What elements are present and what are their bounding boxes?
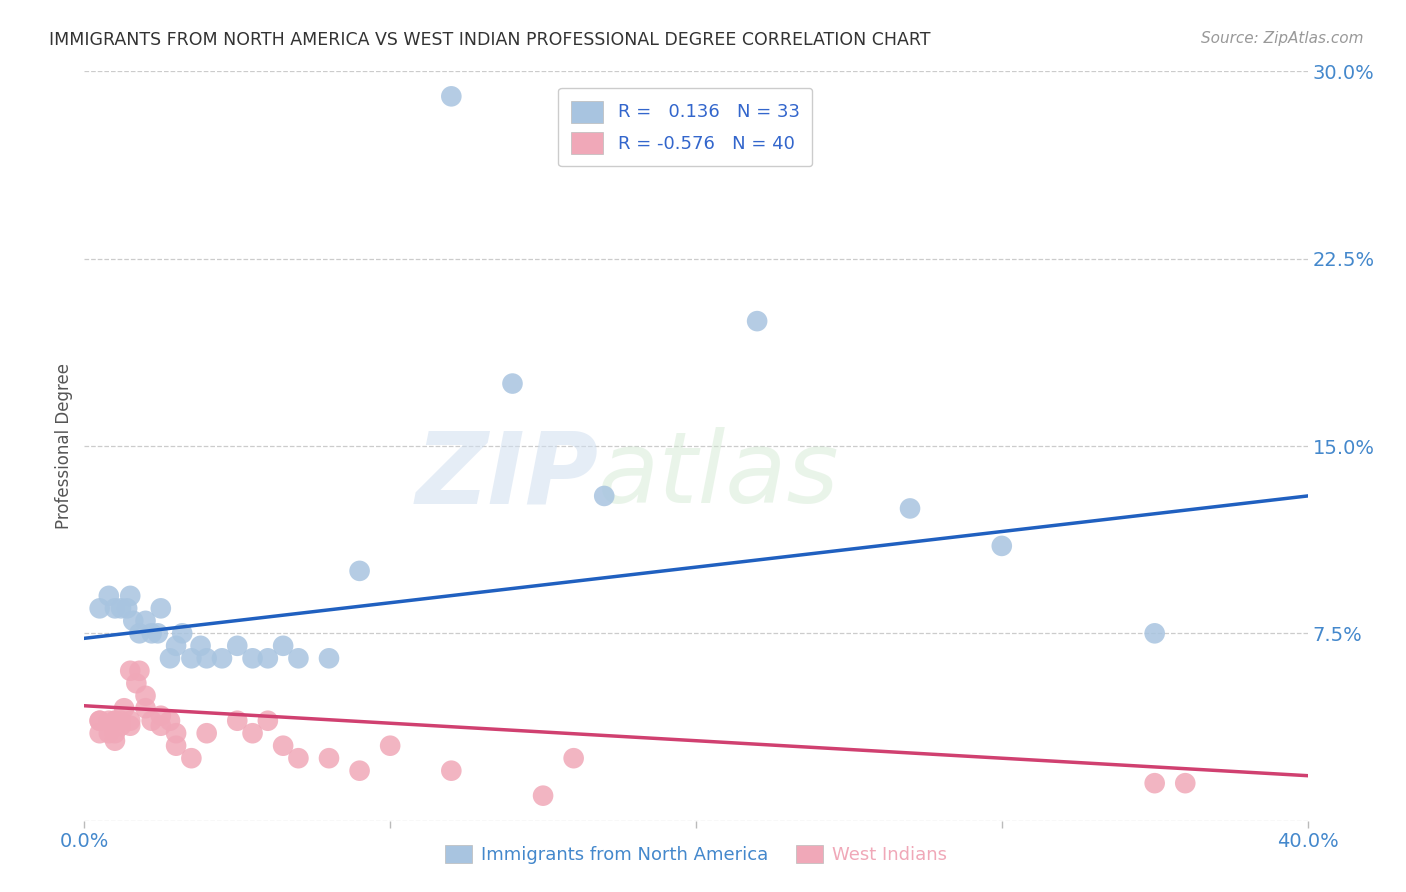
Point: [125, 676, 148, 690]
Text: atlas: atlas: [598, 427, 839, 524]
Point: [89, 726, 111, 740]
Point: [104, 733, 127, 747]
Point: [165, 739, 187, 753]
Point: [89, 601, 111, 615]
Point: [97, 589, 120, 603]
Point: [110, 601, 132, 615]
Point: [97, 714, 120, 728]
Point: [141, 714, 163, 728]
Point: [1143, 776, 1166, 790]
Point: [180, 651, 202, 665]
Point: [120, 664, 142, 678]
Point: [380, 739, 402, 753]
Point: [180, 751, 202, 765]
Point: [165, 726, 187, 740]
Point: [128, 626, 150, 640]
Point: [242, 651, 264, 665]
Point: [318, 751, 340, 765]
Point: [440, 764, 463, 778]
Point: [440, 89, 463, 103]
Point: [190, 639, 212, 653]
Point: [318, 651, 340, 665]
Text: IMMIGRANTS FROM NORTH AMERICA VS WEST INDIAN PROFESSIONAL DEGREE CORRELATION CHA: IMMIGRANTS FROM NORTH AMERICA VS WEST IN…: [49, 31, 931, 49]
Point: [593, 489, 616, 503]
Point: [195, 651, 218, 665]
Point: [104, 714, 127, 728]
Point: [1174, 776, 1197, 790]
Point: [257, 651, 280, 665]
Point: [104, 714, 127, 728]
Point: [122, 614, 145, 628]
Point: [112, 701, 135, 715]
Point: [1143, 626, 1166, 640]
Point: [242, 726, 264, 740]
Point: [135, 689, 157, 703]
Point: [349, 564, 371, 578]
Point: [195, 726, 218, 740]
Point: [226, 714, 249, 728]
Point: [89, 714, 111, 728]
Point: [991, 539, 1014, 553]
Point: [149, 719, 172, 733]
Point: [149, 601, 172, 615]
Point: [172, 626, 194, 640]
Point: [349, 764, 371, 778]
Point: [141, 626, 163, 640]
Point: [110, 719, 132, 733]
Point: [271, 639, 294, 653]
Y-axis label: Professional Degree: Professional Degree: [55, 363, 73, 529]
Text: ZIP: ZIP: [415, 427, 598, 524]
Text: Source: ZipAtlas.com: Source: ZipAtlas.com: [1201, 31, 1364, 46]
Point: [104, 601, 127, 615]
Point: [146, 626, 169, 640]
Point: [159, 714, 181, 728]
Point: [165, 639, 187, 653]
Point: [135, 701, 157, 715]
Point: [211, 651, 233, 665]
Point: [89, 714, 111, 728]
Point: [135, 614, 157, 628]
Point: [97, 726, 120, 740]
Point: [128, 664, 150, 678]
Point: [159, 651, 181, 665]
Point: [149, 708, 172, 723]
Point: [120, 589, 142, 603]
Point: [287, 751, 309, 765]
Point: [502, 376, 524, 391]
Point: [747, 314, 769, 328]
Point: [898, 501, 921, 516]
Point: [271, 739, 294, 753]
Point: [120, 719, 142, 733]
Legend: Immigrants from North America, West Indians: Immigrants from North America, West Indi…: [439, 838, 953, 871]
Point: [531, 789, 554, 803]
Point: [110, 714, 132, 728]
Point: [120, 714, 142, 728]
Point: [226, 639, 249, 653]
Point: [115, 601, 138, 615]
Point: [104, 726, 127, 740]
Point: [287, 651, 309, 665]
Point: [257, 714, 280, 728]
Point: [562, 751, 585, 765]
